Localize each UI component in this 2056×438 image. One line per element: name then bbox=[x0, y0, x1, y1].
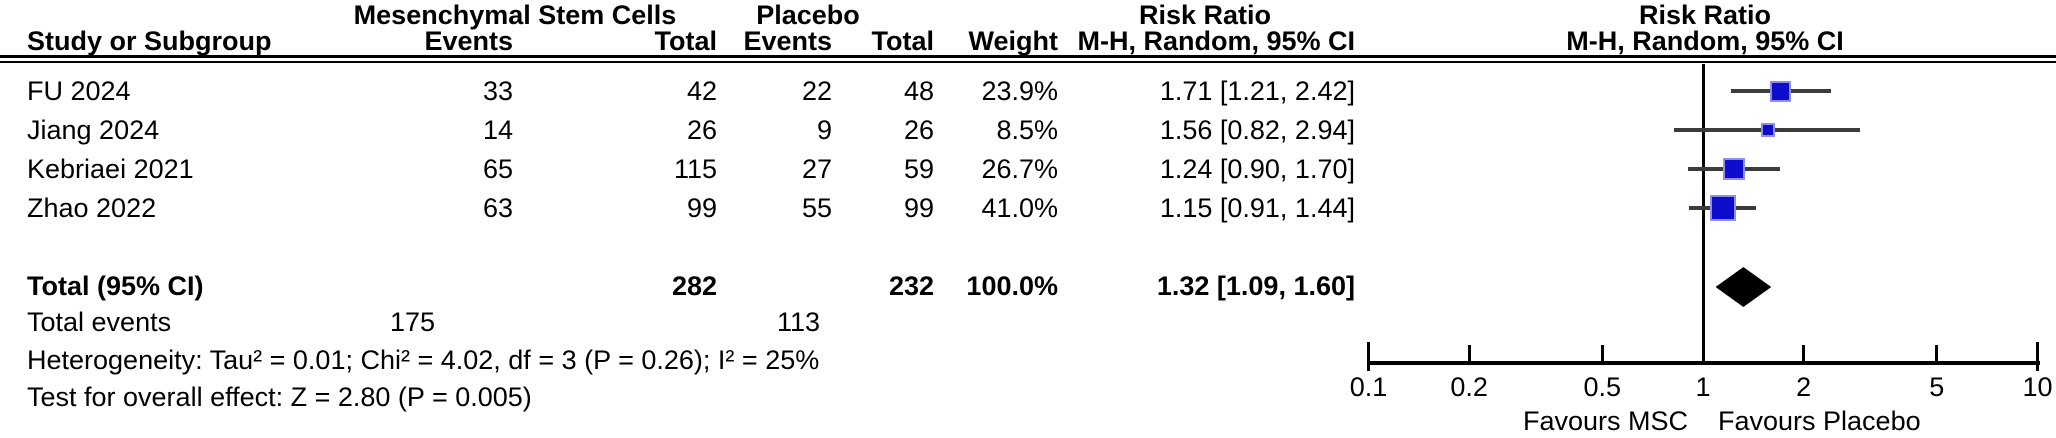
rr-ci-text: 1.15 [0.91, 1.44] bbox=[1159, 193, 1355, 223]
x-axis-tick bbox=[2036, 342, 2039, 371]
placebo-events: 22 bbox=[801, 76, 832, 106]
msc-events: 63 bbox=[482, 193, 513, 223]
total-placebo-total: 232 bbox=[888, 271, 934, 301]
msc-total: 26 bbox=[686, 115, 717, 145]
total-events-label: Total events bbox=[27, 307, 172, 337]
x-axis-tick bbox=[1935, 345, 1939, 365]
weight: 23.9% bbox=[981, 76, 1058, 106]
study-name: Kebriaei 2021 bbox=[27, 154, 194, 184]
effect-square bbox=[1760, 123, 1775, 137]
pooled-diamond bbox=[1715, 267, 1772, 307]
col-msc-events: Events bbox=[424, 26, 513, 56]
placebo-events: 55 bbox=[801, 193, 832, 223]
col-msc-total: Total bbox=[654, 26, 718, 56]
total-events-placebo: 113 bbox=[776, 307, 820, 337]
placebo-total: 48 bbox=[903, 76, 934, 106]
study-name: Jiang 2024 bbox=[27, 115, 160, 145]
x-axis-tick bbox=[1367, 342, 1370, 371]
msc-events: 14 bbox=[482, 115, 513, 145]
effect-square bbox=[1723, 158, 1746, 180]
msc-total: 42 bbox=[686, 76, 717, 106]
total-weight: 100.0% bbox=[966, 271, 1058, 301]
rr-ci-text: 1.24 [0.90, 1.70] bbox=[1159, 154, 1355, 184]
weight: 41.0% bbox=[981, 193, 1058, 223]
x-tick-label: 0.1 bbox=[1349, 372, 1388, 402]
effect-square bbox=[1770, 80, 1792, 102]
x-tick-label: 10 bbox=[2022, 372, 2053, 402]
total-msc-total: 282 bbox=[671, 271, 717, 301]
null-effect-line bbox=[1701, 64, 1705, 365]
placebo-events: 9 bbox=[816, 115, 832, 145]
x-tick-label: 1 bbox=[1695, 372, 1711, 402]
x-tick-label: 0.5 bbox=[1583, 372, 1622, 402]
weight: 26.7% bbox=[981, 154, 1058, 184]
favours-right-label: Favours Placebo bbox=[1718, 406, 1921, 436]
placebo-total: 26 bbox=[903, 115, 934, 145]
col-placebo-events: Events bbox=[743, 26, 832, 56]
group-header-msc: Mesenchymal Stem Cells bbox=[353, 0, 677, 30]
weight: 8.5% bbox=[996, 115, 1058, 145]
msc-events: 33 bbox=[482, 76, 513, 106]
msc-events: 65 bbox=[482, 154, 513, 184]
col-placebo-total: Total bbox=[871, 26, 935, 56]
msc-total: 99 bbox=[686, 193, 717, 223]
placebo-total: 59 bbox=[903, 154, 934, 184]
rr-ci-text: 1.71 [1.21, 2.42] bbox=[1159, 76, 1355, 106]
overall-effect-stats: Test for overall effect: Z = 2.80 (P = 0… bbox=[27, 382, 532, 412]
placebo-events: 27 bbox=[801, 154, 832, 184]
x-tick-label: 5 bbox=[1929, 372, 1945, 402]
risk-ratio-header-right: Risk Ratio bbox=[1638, 0, 1772, 30]
x-tick-label: 2 bbox=[1796, 372, 1812, 402]
x-axis-tick bbox=[1600, 345, 1604, 365]
risk-ratio-header-left: Risk Ratio bbox=[1138, 0, 1272, 30]
x-axis-tick bbox=[1467, 345, 1471, 365]
study-name: Zhao 2022 bbox=[27, 193, 157, 223]
effect-square bbox=[1710, 195, 1737, 221]
x-axis-tick bbox=[1701, 345, 1705, 365]
col-method-ci-right: M-H, Random, 95% CI bbox=[1566, 26, 1844, 56]
total-rr-ci-text: 1.32 [1.09, 1.60] bbox=[1156, 271, 1355, 301]
group-header-placebo: Placebo bbox=[756, 0, 860, 30]
total-events-msc: 175 bbox=[389, 307, 435, 337]
placebo-total: 99 bbox=[903, 193, 934, 223]
rr-ci-text: 1.56 [0.82, 2.94] bbox=[1159, 115, 1355, 145]
total-label: Total (95% CI) bbox=[27, 271, 204, 301]
msc-total: 115 bbox=[673, 154, 717, 184]
col-weight: Weight bbox=[968, 26, 1059, 56]
favours-left-label: Favours MSC bbox=[1522, 406, 1688, 436]
heterogeneity-stats: Heterogeneity: Tau² = 0.01; Chi² = 4.02,… bbox=[27, 345, 820, 375]
x-tick-label: 0.2 bbox=[1450, 372, 1488, 402]
x-axis-tick bbox=[1802, 345, 1806, 365]
col-method-ci-left: M-H, Random, 95% CI bbox=[1077, 26, 1355, 56]
header-rule-top bbox=[0, 55, 2056, 58]
col-study-or-subgroup: Study or Subgroup bbox=[27, 26, 272, 56]
header-rule-bottom bbox=[0, 61, 2056, 63]
study-name: FU 2024 bbox=[27, 76, 131, 106]
